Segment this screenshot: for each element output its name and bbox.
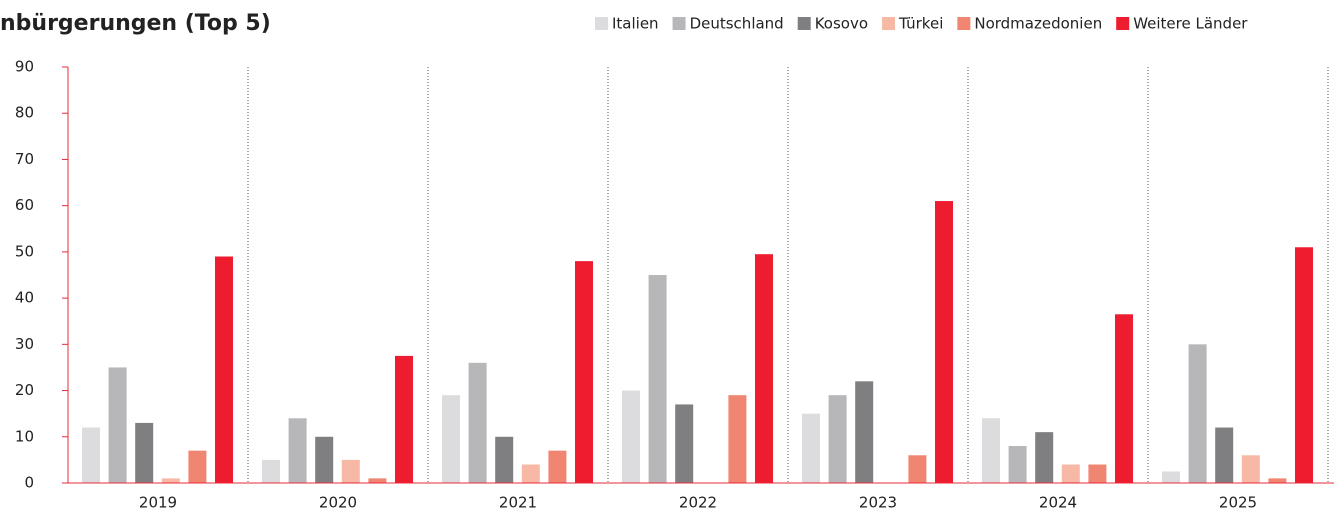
bar: [908, 455, 927, 483]
bar: [161, 478, 180, 483]
legend-label: Deutschland: [690, 15, 784, 33]
legend-swatch: [1116, 17, 1130, 30]
chart-title: nbürgerungen (Top 5): [0, 11, 271, 36]
bar: [315, 436, 334, 483]
bar: [188, 450, 207, 483]
legend-swatch: [797, 17, 811, 30]
y-tick-label: 50: [15, 242, 34, 260]
y-tick-label: 30: [15, 335, 34, 353]
bar: [828, 395, 847, 483]
bar: [288, 418, 307, 483]
bar: [855, 381, 874, 483]
x-tick-label: 2024: [1039, 494, 1077, 512]
bar: [1035, 432, 1054, 483]
bar: [1241, 455, 1260, 483]
legend-label: Kosovo: [815, 15, 868, 33]
bar: [548, 450, 567, 483]
bar: [1115, 314, 1133, 483]
legend-label: Italien: [612, 15, 659, 33]
bar: [341, 459, 360, 483]
x-tick-label: 2020: [319, 494, 357, 512]
legend-swatch: [672, 17, 686, 30]
bar: [1088, 464, 1107, 483]
bar: [368, 478, 387, 483]
bar: [982, 418, 1000, 483]
bar: [82, 427, 100, 483]
legend-label: Nordmazedonien: [974, 15, 1102, 33]
bar: [108, 367, 127, 483]
y-tick-label: 60: [15, 196, 34, 214]
bar: [802, 413, 820, 483]
bar: [575, 261, 593, 483]
bar: [468, 362, 487, 483]
bar: [1295, 247, 1313, 483]
y-tick-label: 80: [15, 104, 34, 122]
legend-swatch: [882, 17, 896, 30]
bar: [262, 459, 280, 483]
bar: [1008, 446, 1027, 483]
legend-label: Weitere Länder: [1133, 15, 1248, 33]
legend-swatch: [595, 17, 608, 30]
bar: [1162, 471, 1180, 483]
bar: [1215, 427, 1234, 483]
bar: [935, 201, 953, 484]
x-tick-label: 2021: [499, 494, 537, 512]
bar: [755, 254, 773, 483]
y-tick-label: 20: [15, 381, 34, 399]
y-tick-label: 90: [15, 58, 34, 76]
bar: [728, 395, 747, 483]
bar: [1061, 464, 1080, 483]
bar: [648, 275, 667, 483]
bar: [215, 256, 233, 483]
bar: [442, 395, 460, 483]
x-tick-label: 2022: [679, 494, 717, 512]
bar: [521, 464, 540, 483]
x-tick-label: 2025: [1219, 494, 1257, 512]
y-tick-label: 40: [15, 289, 34, 307]
bar: [622, 390, 640, 483]
legend-label: Türkei: [898, 15, 943, 33]
bar: [395, 355, 413, 483]
bar: [1268, 478, 1287, 483]
bar: [1188, 344, 1207, 483]
legend-swatch: [957, 17, 971, 30]
y-tick-label: 0: [24, 474, 34, 492]
x-tick-label: 2019: [139, 494, 177, 512]
bar: [135, 422, 154, 483]
bar: [495, 436, 514, 483]
y-tick-label: 10: [15, 427, 34, 445]
x-tick-label: 2023: [859, 494, 897, 512]
bar: [675, 404, 694, 483]
y-tick-label: 70: [15, 150, 34, 168]
